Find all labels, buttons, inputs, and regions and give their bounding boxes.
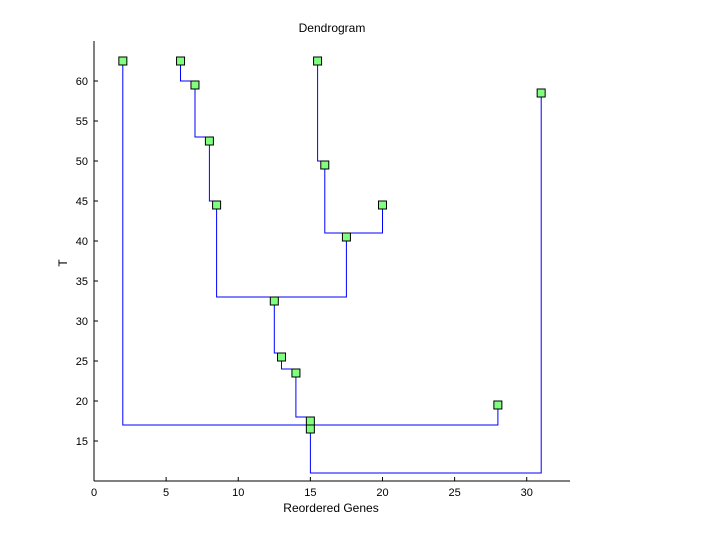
- node-marker: [212, 200, 222, 210]
- y-axis-label: T: [56, 259, 70, 267]
- node-marker: [190, 80, 200, 90]
- dendrogram-link: [295, 373, 311, 421]
- node-marker: [291, 368, 301, 378]
- node-marker: [320, 160, 330, 170]
- y-tick-label: 50: [76, 156, 88, 168]
- dendrogram-link: [317, 61, 326, 165]
- node-marker: [313, 56, 323, 66]
- x-tick-label: 20: [376, 487, 388, 499]
- node-marker: [305, 424, 315, 434]
- dendrogram-nodes: [118, 56, 546, 434]
- x-tick-label: 0: [91, 487, 97, 499]
- y-tick-label: 30: [76, 316, 88, 328]
- x-axis-label: Reordered Genes: [283, 501, 378, 515]
- x-tick-label: 30: [521, 487, 533, 499]
- y-tick-label: 40: [76, 236, 88, 248]
- chart-title: Dendrogram: [299, 21, 366, 35]
- x-tick-label: 25: [448, 487, 460, 499]
- x-tick-label: 5: [163, 487, 169, 499]
- y-tick-label: 55: [76, 116, 88, 128]
- dendrogram-links: [122, 61, 542, 474]
- node-marker: [377, 200, 387, 210]
- y-tick-label: 60: [76, 76, 88, 88]
- y-tick-label: 45: [76, 196, 88, 208]
- x-tick-label: 15: [304, 487, 316, 499]
- node-marker: [204, 136, 214, 146]
- node-marker: [493, 400, 503, 410]
- node-marker: [341, 232, 351, 242]
- dendrogram-link: [309, 93, 542, 474]
- y-tick-label: 25: [76, 356, 88, 368]
- node-marker: [305, 416, 315, 426]
- y-tick-label: 20: [76, 396, 88, 408]
- x-tick-label: 10: [232, 487, 244, 499]
- node-marker: [118, 56, 128, 66]
- dendrogram-link: [194, 85, 210, 141]
- dendrogram-link: [122, 61, 499, 426]
- dendrogram-link: [208, 141, 218, 205]
- node-marker: [277, 352, 287, 362]
- dendrogram-link: [273, 301, 282, 357]
- node-marker: [176, 56, 186, 66]
- dendrogram-link: [216, 205, 347, 298]
- y-tick-label: 15: [76, 436, 88, 448]
- axes: 0 5 10 15 20 25 30 15 20 25 30 35 40 45 50 55 60: [76, 41, 570, 499]
- node-marker: [536, 88, 546, 98]
- node-marker: [269, 296, 279, 306]
- y-tick-label: 35: [76, 276, 88, 288]
- dendrogram-link: [324, 165, 383, 234]
